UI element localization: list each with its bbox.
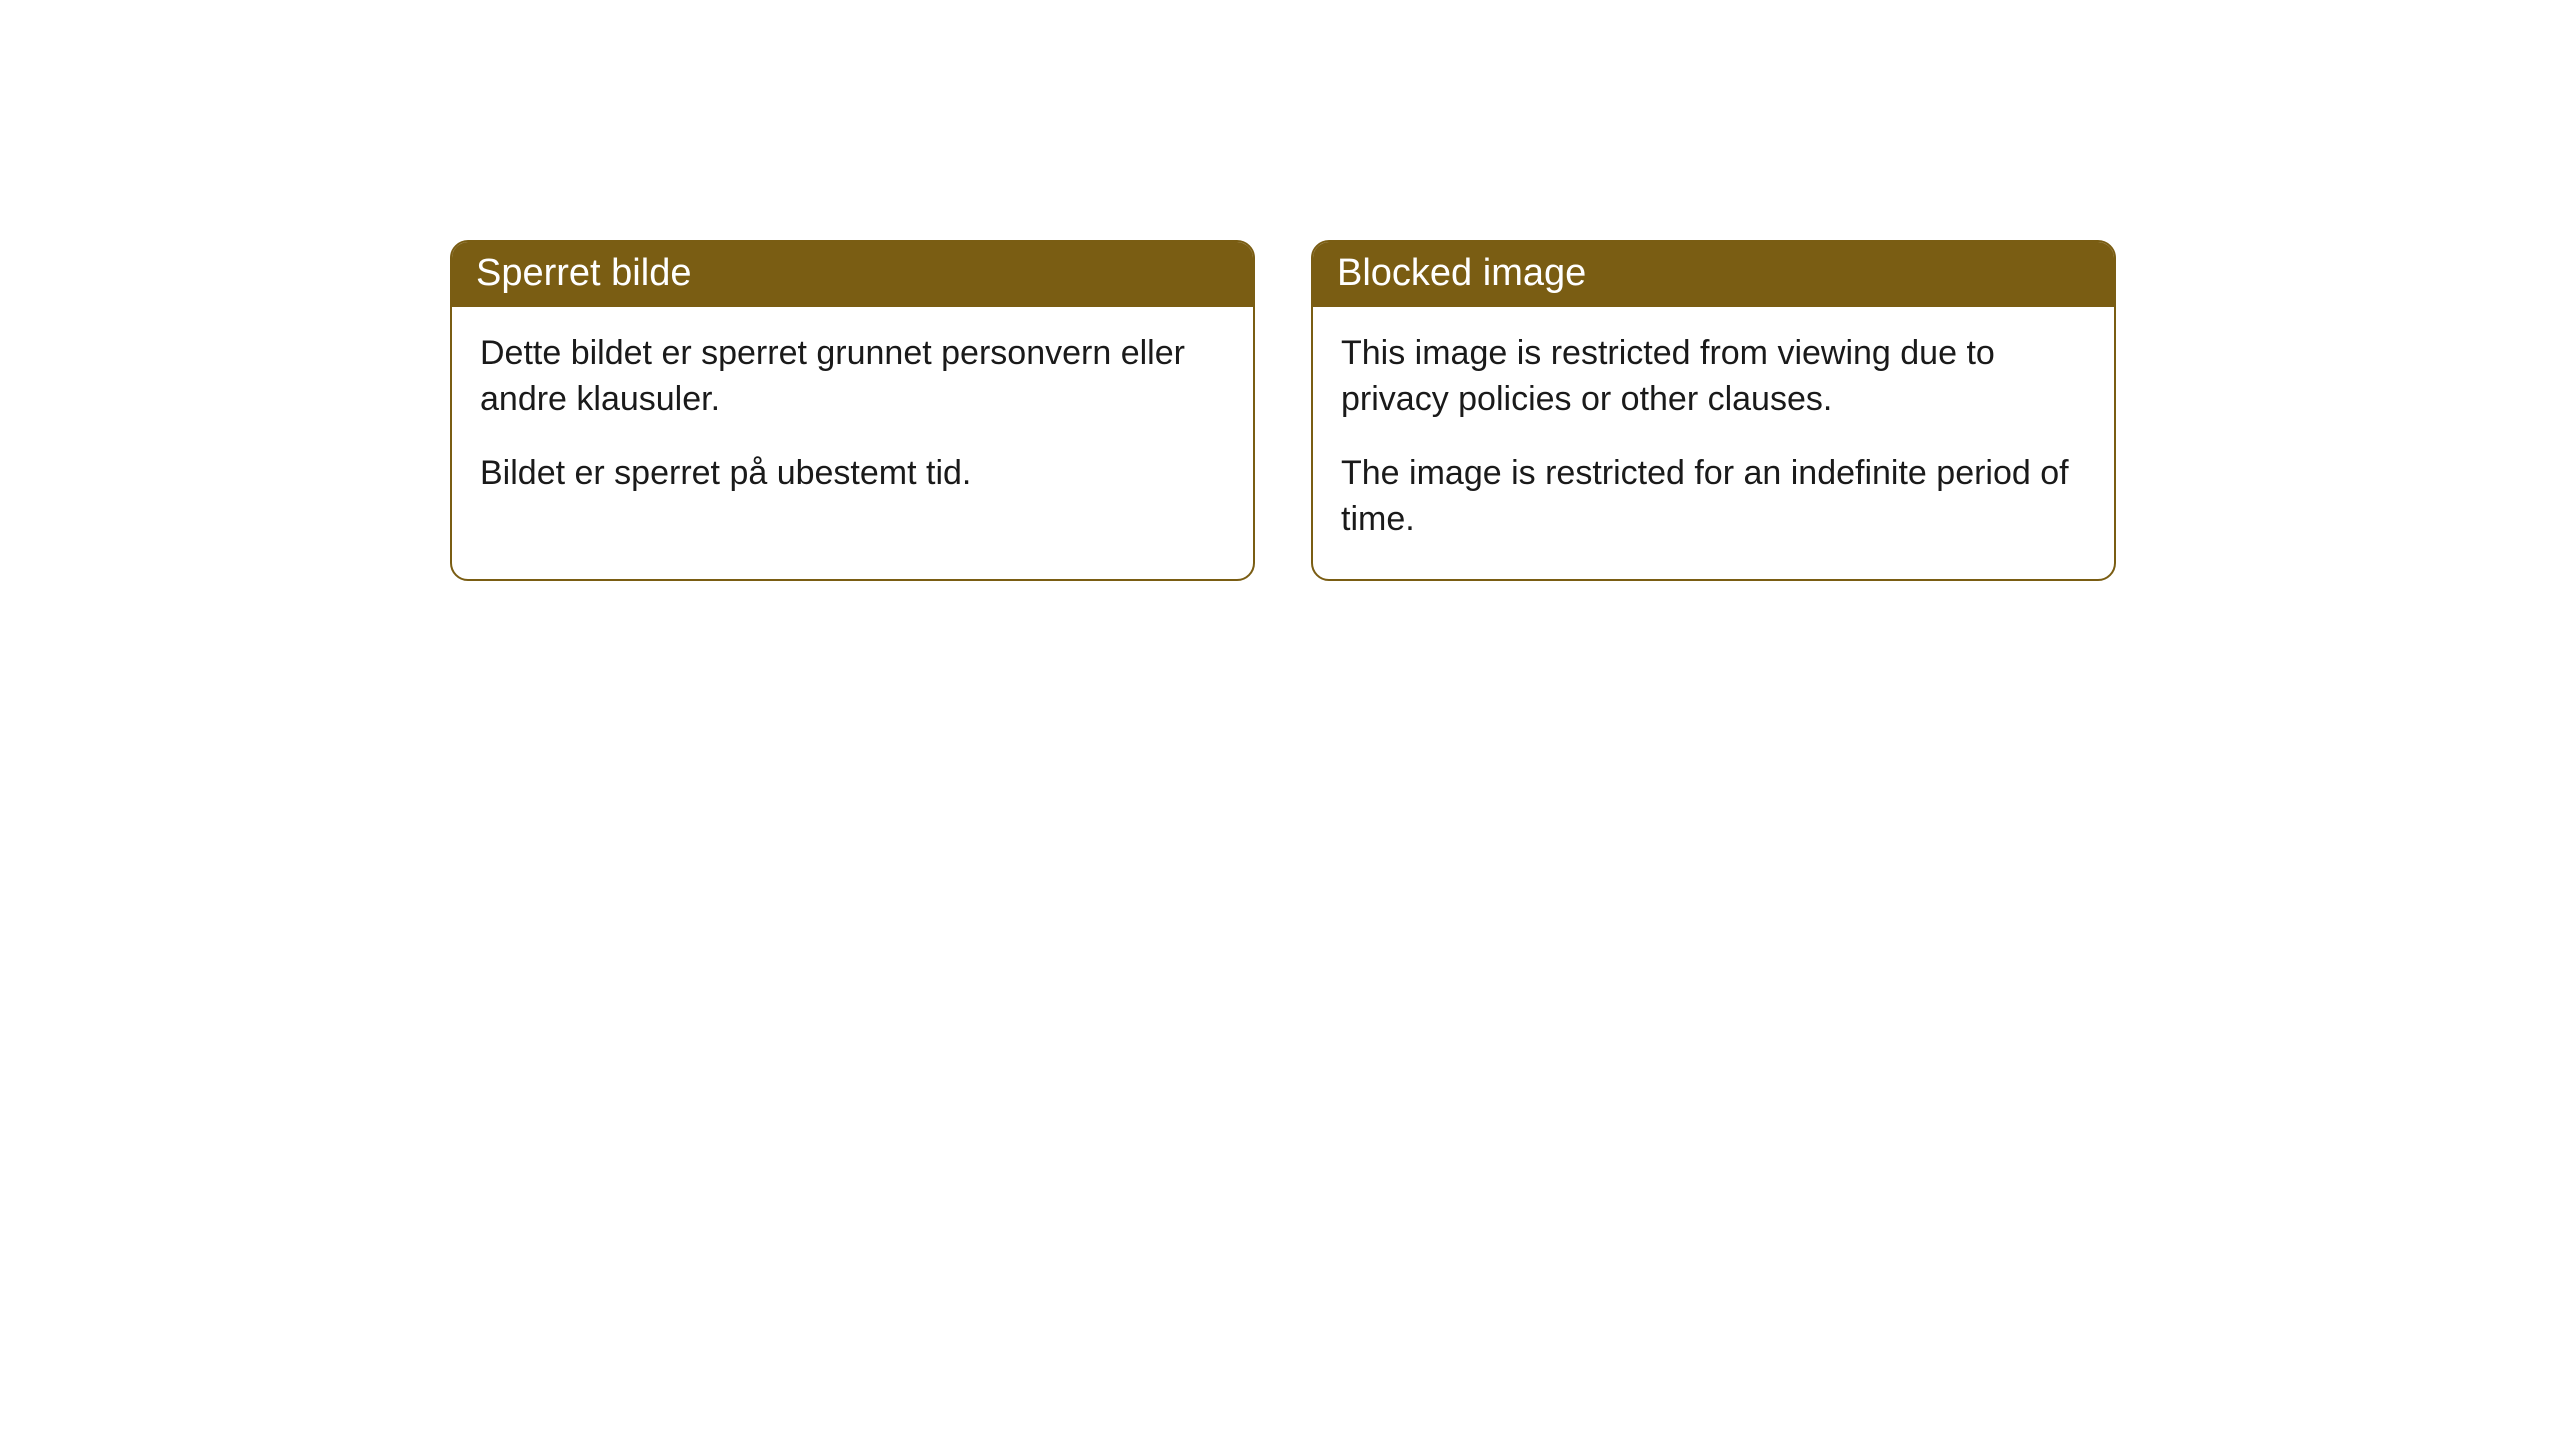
card-paragraph-en-1: This image is restricted from viewing du… <box>1341 331 2086 423</box>
card-body-no: Dette bildet er sperret grunnet personve… <box>452 307 1253 533</box>
card-header-en: Blocked image <box>1313 242 2114 307</box>
card-body-en: This image is restricted from viewing du… <box>1313 307 2114 579</box>
card-header-no: Sperret bilde <box>452 242 1253 307</box>
blocked-image-card-no: Sperret bilde Dette bildet er sperret gr… <box>450 240 1255 581</box>
card-paragraph-no-2: Bildet er sperret på ubestemt tid. <box>480 451 1225 497</box>
blocked-image-card-en: Blocked image This image is restricted f… <box>1311 240 2116 581</box>
card-paragraph-no-1: Dette bildet er sperret grunnet personve… <box>480 331 1225 423</box>
card-paragraph-en-2: The image is restricted for an indefinit… <box>1341 451 2086 543</box>
notice-cards-container: Sperret bilde Dette bildet er sperret gr… <box>450 240 2560 581</box>
